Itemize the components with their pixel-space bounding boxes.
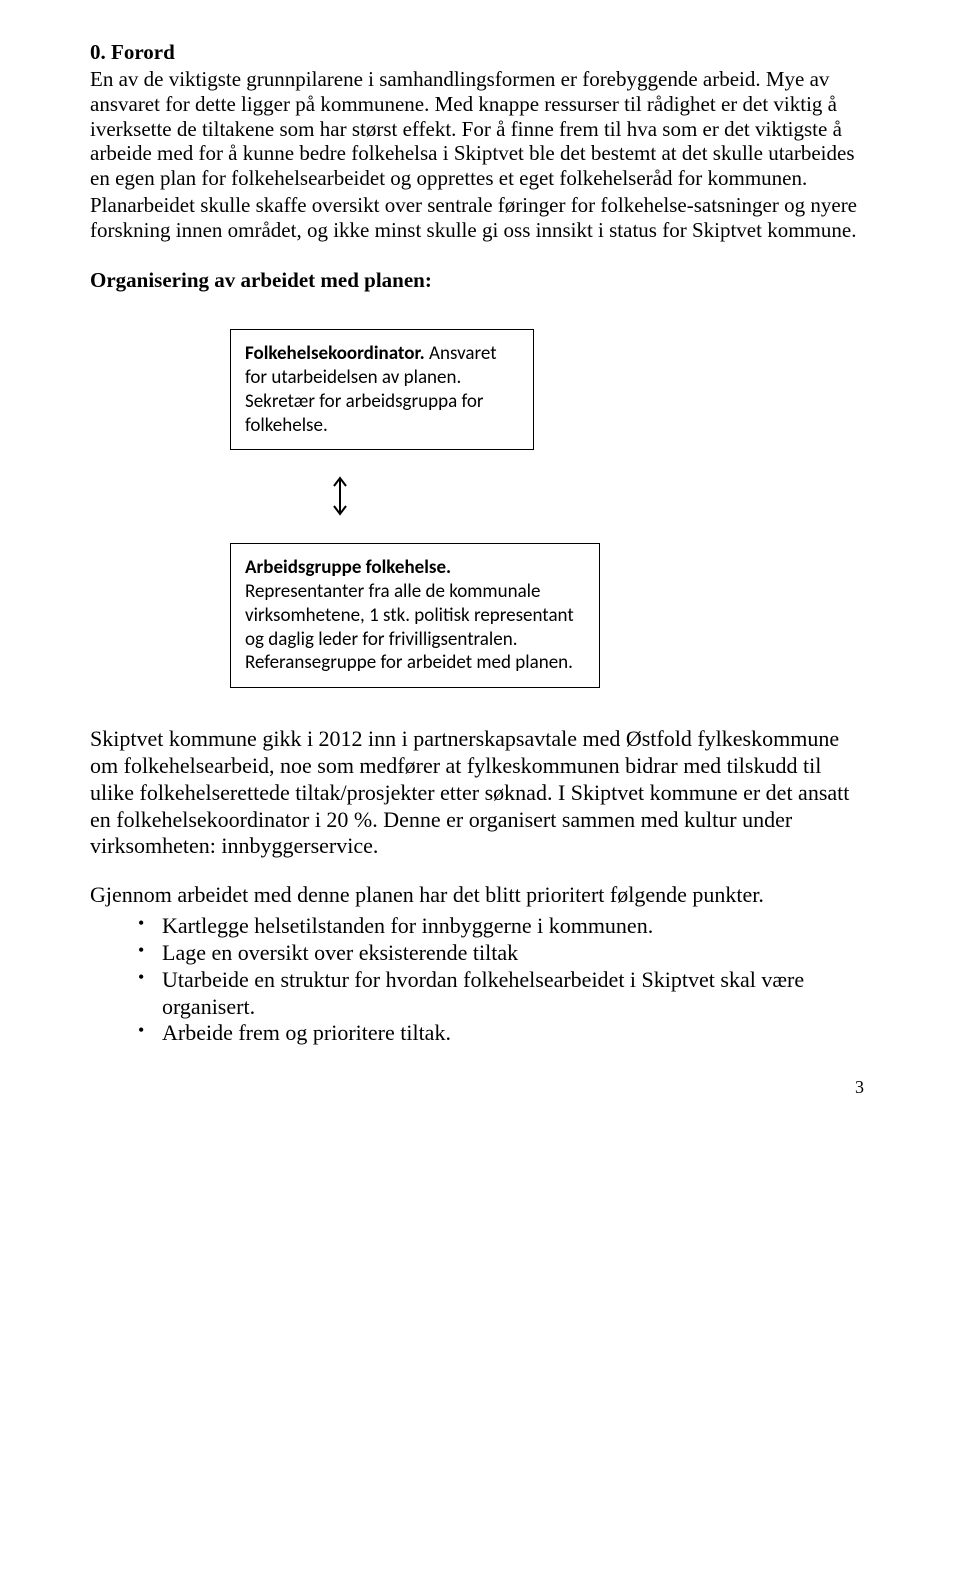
bullet-list: Kartlegge helsetilstanden for innbyggern… (90, 913, 870, 1047)
diagram-box-arbeidsgruppe: Arbeidsgruppe folkehelse. Representanter… (230, 543, 600, 688)
page-number: 3 (90, 1077, 870, 1098)
double-arrow-icon (330, 474, 350, 518)
list-item: Lage en oversikt over eksisterende tilta… (138, 940, 870, 967)
diagram-box-koordinator: Folkehelsekoordinator. Ansvaret for utar… (230, 329, 534, 450)
box2-body2: Referansegruppe for arbeidet med planen. (245, 651, 585, 675)
list-item: Kartlegge helsetilstanden for innbyggern… (138, 913, 870, 940)
paragraph-2: Planarbeidet skulle skaffe oversikt over… (90, 193, 870, 243)
paragraph-1: En av de viktigste grunnpilarene i samha… (90, 67, 870, 191)
diagram-arrow-wrap (230, 474, 350, 523)
org-diagram: Folkehelsekoordinator. Ansvaret for utar… (90, 329, 870, 688)
box2-title: Arbeidsgruppe folkehelse. (245, 556, 451, 579)
box2-body1: Representanter fra alle de kommunale vir… (245, 580, 585, 651)
list-item: Arbeide frem og prioritere tiltak. (138, 1020, 870, 1047)
paragraph-4: Gjennom arbeidet med denne planen har de… (90, 882, 870, 909)
paragraph-3: Skiptvet kommune gikk i 2012 inn i partn… (90, 726, 870, 860)
bottom-section: Skiptvet kommune gikk i 2012 inn i partn… (90, 726, 870, 1047)
list-item: Utarbeide en struktur for hvordan folkeh… (138, 967, 870, 1021)
box1-title: Folkehelsekoordinator. (245, 342, 425, 365)
section-heading: 0. Forord (90, 40, 870, 65)
subheading-organisering: Organisering av arbeidet med planen: (90, 268, 870, 293)
